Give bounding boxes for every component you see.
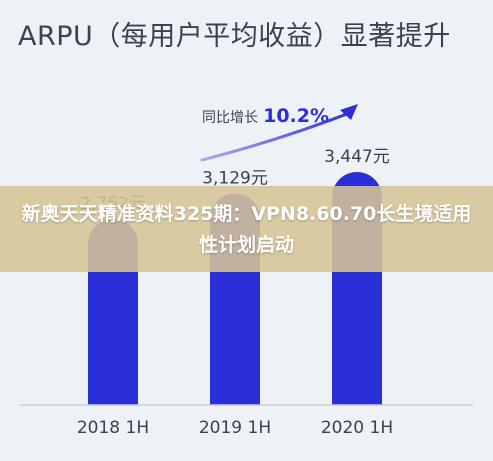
growth-arrow (200, 110, 354, 162)
overlay-banner-text: 新奥天天精准资料325期：VPN8.60.70长生境适用性计划启动 (21, 203, 472, 256)
growth-annotation-value: 10.2% (263, 105, 329, 127)
growth-annotation: 同比增长 10.2% (202, 105, 329, 127)
chart-title: ARPU（每用户平均收益）显著提升 (18, 21, 451, 52)
bar-value-label: 3,129元 (202, 168, 268, 188)
x-tick-label: 2020 1H (321, 418, 393, 438)
x-tick-label: 2018 1H (77, 418, 149, 438)
x-tick-label: 2019 1H (199, 418, 271, 438)
bar-value-label: 3,447元 (324, 147, 390, 167)
growth-annotation-prefix: 同比增长 (202, 110, 258, 126)
overlay-banner (0, 186, 493, 272)
growth-arrow-head (340, 104, 358, 120)
